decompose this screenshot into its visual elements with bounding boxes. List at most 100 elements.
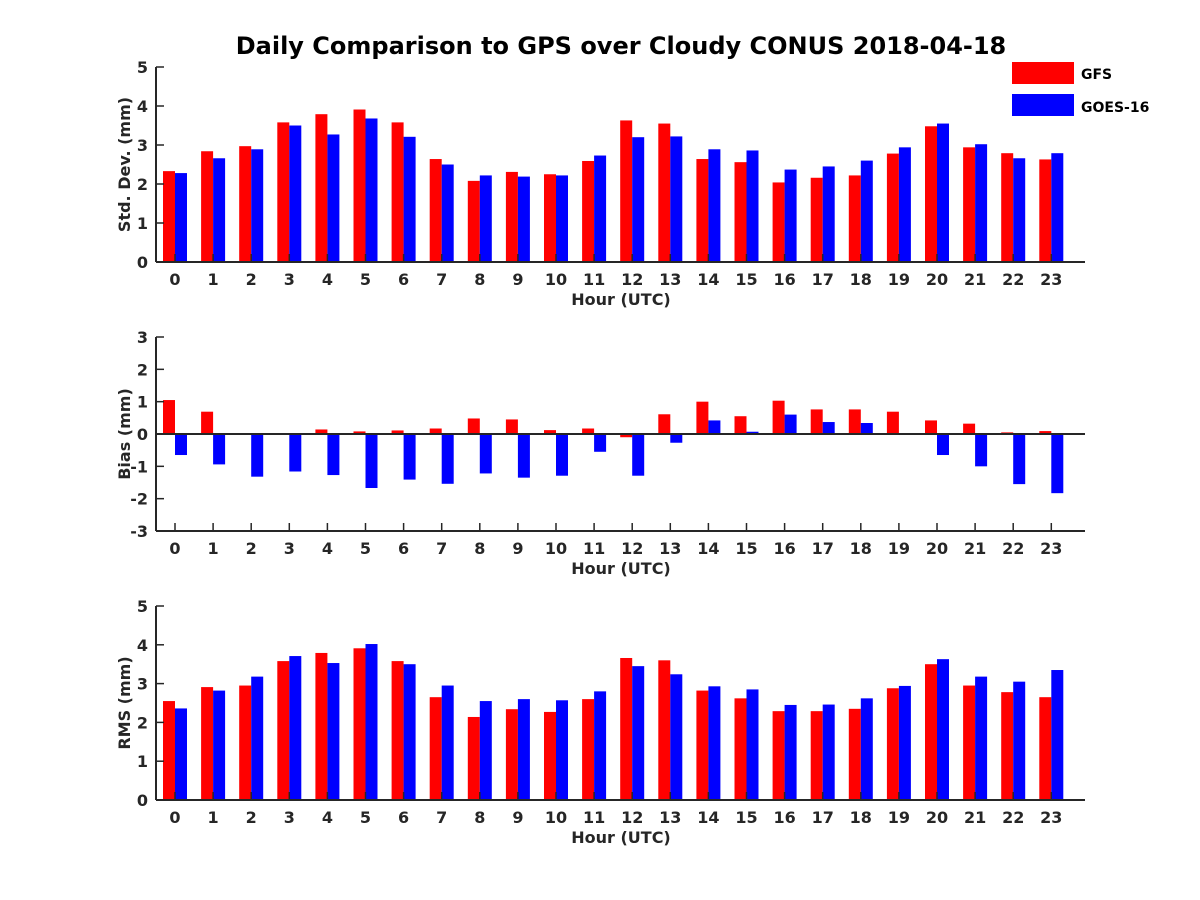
std-dev-bar-gfs-13 [658, 123, 671, 262]
rms-bar-goes16-20 [937, 659, 949, 800]
rms-x-axis-label: Hour (UTC) [571, 828, 671, 847]
std-dev-bar-gfs-10 [544, 174, 556, 262]
std-dev-bar-goes16-6 [403, 136, 416, 262]
legend-swatch-gfs [1012, 62, 1074, 84]
rms-bar-goes16-0 [175, 708, 187, 800]
rms-x-tick-label: 1 [208, 808, 219, 827]
rms-bar-gfs-5 [353, 648, 366, 800]
std-dev-bar-gfs-21 [963, 147, 976, 262]
bias-bar-goes16-22 [1013, 434, 1026, 485]
bias-x-tick-label: 17 [812, 539, 834, 558]
bias-x-tick-label: 15 [735, 539, 757, 558]
std-dev-x-tick-label: 22 [1002, 270, 1024, 289]
rms-bar-goes16-11 [594, 691, 607, 800]
rms-x-tick-label: 14 [697, 808, 719, 827]
std-dev-bar-goes16-12 [632, 137, 645, 262]
rms-bar-gfs-9 [505, 709, 518, 800]
bias-bar-gfs-4 [315, 429, 328, 434]
std-dev-bar-gfs-19 [886, 153, 899, 262]
bias-bar-goes16-15 [746, 431, 759, 434]
std-dev-bar-goes16-11 [594, 155, 607, 262]
rms-x-tick-label: 18 [850, 808, 872, 827]
bias-bar-gfs-19 [886, 411, 899, 434]
rms-x-tick-label: 10 [545, 808, 567, 827]
bias-y-tick-label: 1 [137, 393, 148, 412]
std-dev-bar-goes16-17 [822, 166, 835, 262]
std-dev-bar-gfs-22 [1001, 153, 1014, 262]
bias-bar-gfs-13 [658, 414, 671, 434]
std-dev-x-tick-label: 6 [398, 270, 409, 289]
bias-bar-goes16-4 [327, 434, 340, 476]
rms-y-axis-label: RMS (mm) [115, 656, 134, 749]
legend-label-gfs: GFS [1081, 67, 1112, 83]
bias-bar-gfs-15 [734, 416, 747, 434]
bias-x-tick-label: 16 [773, 539, 795, 558]
bias-bar-gfs-8 [467, 418, 480, 434]
std-dev-x-tick-label: 11 [583, 270, 605, 289]
std-dev-bar-goes16-4 [327, 134, 340, 262]
rms-y-tick-label: 5 [137, 597, 148, 616]
rms-bar-gfs-16 [772, 711, 785, 800]
std-dev-x-tick-label: 21 [964, 270, 986, 289]
bias-x-tick-label: 7 [436, 539, 447, 558]
bias-bar-goes16-0 [175, 434, 187, 456]
rms-bar-gfs-13 [658, 660, 671, 800]
std-dev-y-tick-label: 0 [137, 253, 148, 272]
std-dev-y-tick-label: 3 [137, 136, 148, 155]
std-dev-x-tick-label: 14 [697, 270, 719, 289]
std-dev-x-tick-label: 8 [474, 270, 485, 289]
bias-x-tick-label: 21 [964, 539, 986, 558]
rms-bar-goes16-19 [898, 685, 911, 800]
rms-bar-gfs-10 [544, 711, 556, 800]
rms-x-tick-label: 8 [474, 808, 485, 827]
rms-bar-goes16-22 [1013, 681, 1026, 800]
std-dev-y-tick-label: 1 [137, 214, 148, 233]
rms-x-tick-label: 21 [964, 808, 986, 827]
rms-bar-gfs-21 [963, 685, 976, 800]
bias-bar-gfs-9 [505, 419, 518, 434]
rms-bar-goes16-18 [860, 698, 873, 800]
rms-bar-gfs-3 [277, 661, 290, 800]
std-dev-x-tick-label: 16 [773, 270, 795, 289]
std-dev-y-tick-label: 5 [137, 58, 148, 77]
std-dev-x-tick-label: 9 [512, 270, 523, 289]
std-dev-bar-goes16-15 [746, 150, 759, 262]
bias-bar-goes16-11 [594, 434, 607, 452]
bias-x-tick-label: 23 [1040, 539, 1062, 558]
bias-bar-goes16-9 [517, 434, 530, 478]
bias-bar-gfs-14 [696, 401, 709, 434]
legend-swatch-goes16 [1012, 94, 1074, 116]
bias-x-tick-label: 18 [850, 539, 872, 558]
rms-bar-goes16-7 [441, 685, 454, 800]
std-dev-x-tick-label: 23 [1040, 270, 1062, 289]
std-dev-bar-gfs-23 [1039, 159, 1052, 262]
std-dev-x-tick-label: 20 [926, 270, 948, 289]
legend-label-goes16: GOES-16 [1081, 100, 1149, 116]
bias-bar-goes16-3 [289, 434, 302, 472]
std-dev-x-tick-label: 2 [246, 270, 257, 289]
bias-bar-gfs-5 [353, 431, 366, 434]
std-dev-bar-goes16-8 [479, 175, 492, 262]
bias-x-tick-label: 1 [208, 539, 219, 558]
rms-bar-goes16-8 [479, 701, 492, 800]
rms-x-tick-label: 2 [246, 808, 257, 827]
bias-bar-goes16-14 [708, 420, 721, 434]
bias-bar-goes16-7 [441, 434, 454, 484]
rms-bar-gfs-14 [696, 690, 709, 800]
std-dev-y-tick-label: 2 [137, 175, 148, 194]
bias-bar-goes16-10 [556, 434, 568, 476]
rms-bar-gfs-23 [1039, 697, 1052, 800]
rms-bar-gfs-18 [848, 708, 861, 800]
std-dev-bar-goes16-10 [556, 175, 568, 262]
std-dev-x-tick-label: 4 [322, 270, 333, 289]
std-dev-bar-gfs-12 [620, 120, 633, 263]
bias-y-tick-label: 3 [137, 328, 148, 347]
bias-bar-goes16-6 [403, 434, 416, 480]
rms-bar-gfs-7 [429, 697, 442, 800]
std-dev-y-axis-label: Std. Dev. (mm) [115, 97, 134, 232]
rms-bar-goes16-23 [1051, 670, 1064, 800]
bias-bar-goes16-13 [670, 434, 683, 443]
